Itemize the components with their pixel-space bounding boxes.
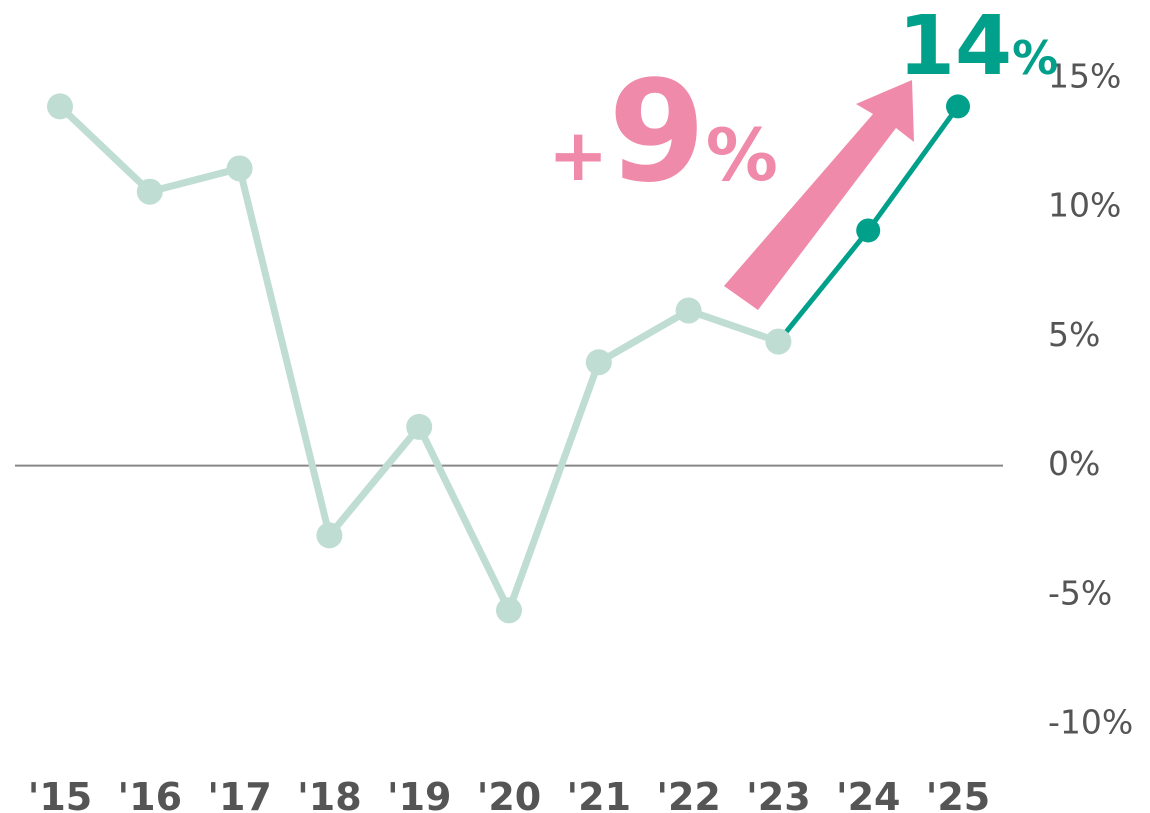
y-tick-label: 10% (1048, 186, 1121, 225)
change-number: 9 (608, 51, 705, 214)
point (136, 178, 163, 205)
point (226, 155, 253, 182)
x-tick-label: '21 (567, 775, 632, 813)
x-tick-label: '15 (28, 775, 93, 813)
point (316, 522, 343, 549)
change-unit: % (706, 113, 778, 197)
point (856, 218, 881, 243)
x-tick-label: '22 (656, 775, 721, 813)
point (406, 413, 433, 440)
latest-number: 14 (898, 0, 1012, 94)
y-tick-label: 15% (1048, 57, 1121, 96)
point (946, 94, 970, 119)
y-tick-label: 0% (1048, 444, 1100, 483)
point (585, 349, 612, 376)
change-annotation: +9% (548, 51, 778, 214)
y-tick-label: -5% (1048, 573, 1112, 612)
x-tick-label: '23 (746, 775, 811, 813)
x-tick-label: '18 (297, 775, 362, 813)
x-tick-label: '25 (926, 775, 991, 813)
change-sign: + (548, 113, 608, 197)
x-tick-label: '16 (118, 775, 183, 813)
x-tick-label: '20 (477, 775, 542, 813)
x-tick-label: '17 (207, 775, 272, 813)
point (765, 328, 792, 355)
change-arrow (724, 80, 914, 310)
y-tick-label: -10% (1048, 703, 1133, 742)
point (47, 93, 73, 120)
point (496, 597, 522, 624)
plot: 15% 10% 5% 0% -5% -10% '15 '16 '17 '18 '19 '20 '21 '2… (15, 57, 1133, 813)
latest-unit: % (1012, 31, 1058, 85)
point (675, 297, 702, 324)
latest-annotation: 14% (898, 0, 1058, 94)
x-tick-label: '19 (387, 775, 452, 813)
y-tick-label: 5% (1048, 315, 1100, 354)
x-tick-label: '24 (836, 775, 901, 813)
